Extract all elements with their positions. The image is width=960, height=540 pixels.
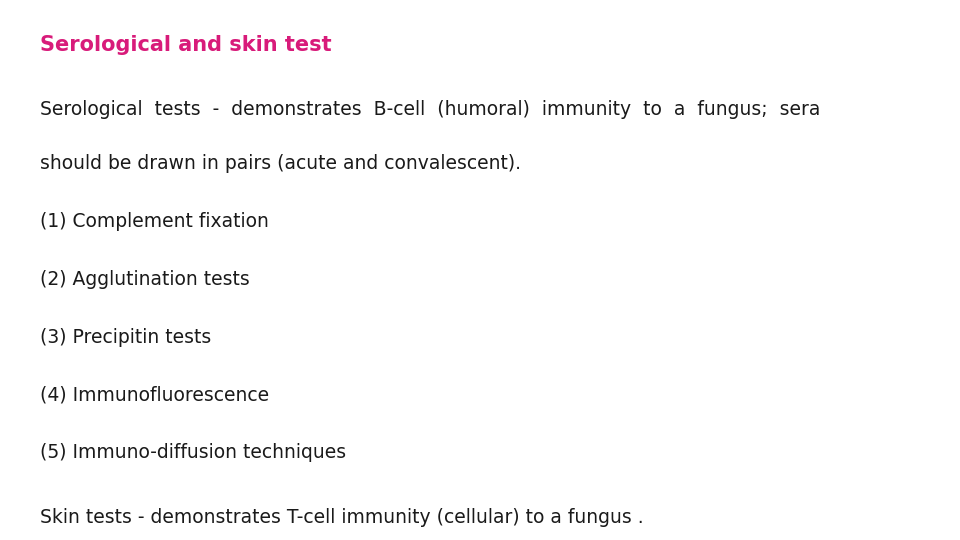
Text: Skin tests - demonstrates T-cell immunity (cellular) to a fungus .: Skin tests - demonstrates T-cell immunit…: [40, 508, 644, 526]
Text: (5) Immuno-diffusion techniques: (5) Immuno-diffusion techniques: [40, 443, 347, 462]
Text: (3) Precipitin tests: (3) Precipitin tests: [40, 328, 211, 347]
Text: (1) Complement fixation: (1) Complement fixation: [40, 212, 269, 231]
Text: (4) Immunofluorescence: (4) Immunofluorescence: [40, 385, 270, 404]
Text: should be drawn in pairs (acute and convalescent).: should be drawn in pairs (acute and conv…: [40, 154, 521, 173]
Text: Serological and skin test: Serological and skin test: [40, 35, 332, 55]
Text: Serological  tests  -  demonstrates  B-cell  (humoral)  immunity  to  a  fungus;: Serological tests - demonstrates B-cell …: [40, 100, 821, 119]
Text: (2) Agglutination tests: (2) Agglutination tests: [40, 270, 250, 289]
